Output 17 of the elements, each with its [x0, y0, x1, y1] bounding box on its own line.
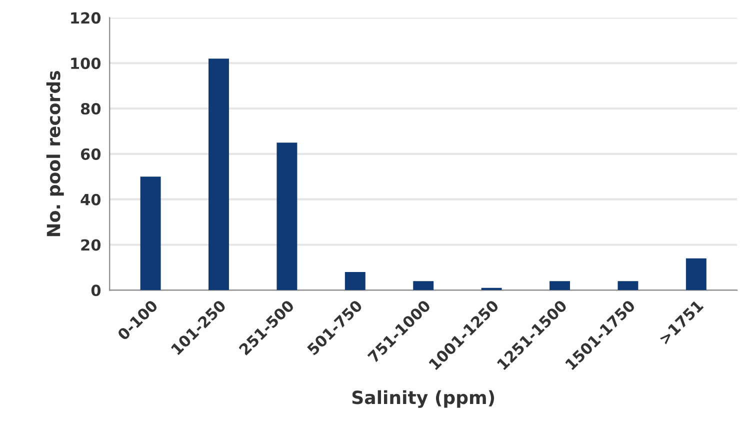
bar [140, 176, 161, 290]
bar [344, 272, 366, 290]
y-axis-title: No. pool records [46, 70, 64, 236]
bar [276, 142, 298, 290]
bar [550, 281, 570, 290]
y-tick-label: 80 [80, 103, 101, 115]
bar [208, 58, 229, 290]
bar [413, 281, 434, 290]
y-tick-label: 0 [91, 284, 101, 296]
bar [618, 281, 638, 290]
y-tick-label: 120 [71, 12, 101, 24]
y-tick-label: 60 [80, 148, 101, 160]
x-axis-title: Salinity (ppm) [352, 390, 494, 408]
y-tick-label: 100 [71, 58, 101, 70]
y-tick-label: 40 [80, 194, 101, 206]
y-tick-label: 20 [81, 239, 101, 251]
bar [686, 258, 706, 290]
